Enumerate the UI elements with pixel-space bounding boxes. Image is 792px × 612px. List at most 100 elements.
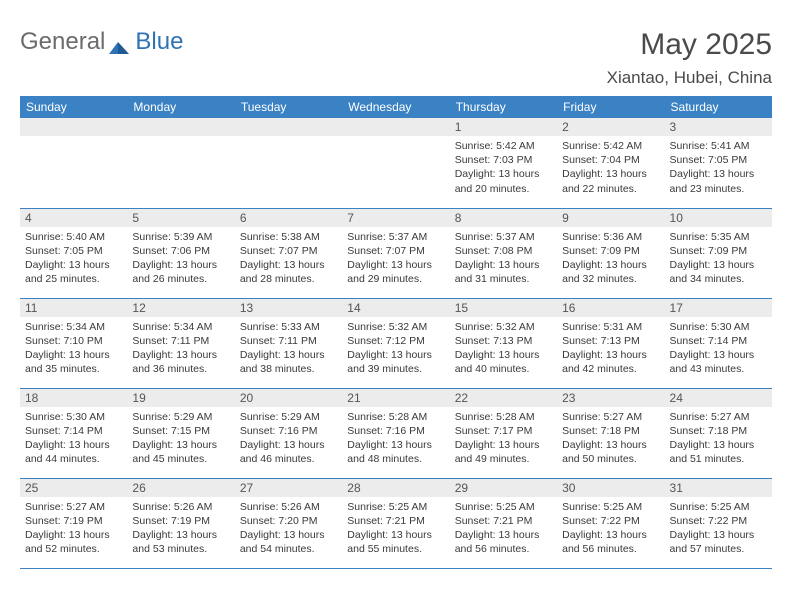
weekday-header: Sunday — [20, 96, 127, 118]
day-content: Sunrise: 5:30 AMSunset: 7:14 PMDaylight:… — [20, 407, 127, 471]
day-content: Sunrise: 5:42 AMSunset: 7:04 PMDaylight:… — [557, 136, 664, 200]
calendar-cell: 13Sunrise: 5:33 AMSunset: 7:11 PMDayligh… — [235, 298, 342, 388]
day-number: 14 — [342, 299, 449, 317]
calendar-cell: 12Sunrise: 5:34 AMSunset: 7:11 PMDayligh… — [127, 298, 234, 388]
weekday-header: Friday — [557, 96, 664, 118]
day-content: Sunrise: 5:29 AMSunset: 7:15 PMDaylight:… — [127, 407, 234, 471]
calendar-cell: 18Sunrise: 5:30 AMSunset: 7:14 PMDayligh… — [20, 388, 127, 478]
day-content: Sunrise: 5:40 AMSunset: 7:05 PMDaylight:… — [20, 227, 127, 291]
day-number: 13 — [235, 299, 342, 317]
day-content: Sunrise: 5:27 AMSunset: 7:18 PMDaylight:… — [557, 407, 664, 471]
calendar-row: 4Sunrise: 5:40 AMSunset: 7:05 PMDaylight… — [20, 208, 772, 298]
day-number: 30 — [557, 479, 664, 497]
day-number: 7 — [342, 209, 449, 227]
logo: General Blue — [20, 28, 183, 56]
day-content: Sunrise: 5:34 AMSunset: 7:10 PMDaylight:… — [20, 317, 127, 381]
logo-mark-icon — [109, 33, 131, 49]
calendar-cell: 20Sunrise: 5:29 AMSunset: 7:16 PMDayligh… — [235, 388, 342, 478]
calendar-cell: 19Sunrise: 5:29 AMSunset: 7:15 PMDayligh… — [127, 388, 234, 478]
calendar-cell: 5Sunrise: 5:39 AMSunset: 7:06 PMDaylight… — [127, 208, 234, 298]
day-number: 8 — [450, 209, 557, 227]
calendar-cell: 9Sunrise: 5:36 AMSunset: 7:09 PMDaylight… — [557, 208, 664, 298]
day-content: Sunrise: 5:27 AMSunset: 7:18 PMDaylight:… — [665, 407, 772, 471]
day-content: Sunrise: 5:25 AMSunset: 7:22 PMDaylight:… — [665, 497, 772, 561]
day-content: Sunrise: 5:36 AMSunset: 7:09 PMDaylight:… — [557, 227, 664, 291]
day-content: Sunrise: 5:34 AMSunset: 7:11 PMDaylight:… — [127, 317, 234, 381]
location-text: Xiantao, Hubei, China — [607, 68, 772, 88]
calendar-cell: 15Sunrise: 5:32 AMSunset: 7:13 PMDayligh… — [450, 298, 557, 388]
calendar-cell: 1Sunrise: 5:42 AMSunset: 7:03 PMDaylight… — [450, 118, 557, 208]
day-content: Sunrise: 5:28 AMSunset: 7:17 PMDaylight:… — [450, 407, 557, 471]
calendar-cell: 25Sunrise: 5:27 AMSunset: 7:19 PMDayligh… — [20, 478, 127, 568]
calendar-cell: 17Sunrise: 5:30 AMSunset: 7:14 PMDayligh… — [665, 298, 772, 388]
calendar-cell: 10Sunrise: 5:35 AMSunset: 7:09 PMDayligh… — [665, 208, 772, 298]
day-content — [235, 136, 342, 143]
day-number: 26 — [127, 479, 234, 497]
day-number: 18 — [20, 389, 127, 407]
day-content — [342, 136, 449, 143]
day-number: 9 — [557, 209, 664, 227]
day-content: Sunrise: 5:27 AMSunset: 7:19 PMDaylight:… — [20, 497, 127, 561]
day-number: 15 — [450, 299, 557, 317]
day-number: 29 — [450, 479, 557, 497]
day-number: 10 — [665, 209, 772, 227]
day-number: 27 — [235, 479, 342, 497]
day-content — [20, 136, 127, 143]
calendar-table: SundayMondayTuesdayWednesdayThursdayFrid… — [20, 96, 772, 569]
day-number: 6 — [235, 209, 342, 227]
calendar-cell: 21Sunrise: 5:28 AMSunset: 7:16 PMDayligh… — [342, 388, 449, 478]
calendar-body: 1Sunrise: 5:42 AMSunset: 7:03 PMDaylight… — [20, 118, 772, 568]
calendar-cell — [127, 118, 234, 208]
day-content: Sunrise: 5:25 AMSunset: 7:22 PMDaylight:… — [557, 497, 664, 561]
day-number: 2 — [557, 118, 664, 136]
calendar-cell: 8Sunrise: 5:37 AMSunset: 7:08 PMDaylight… — [450, 208, 557, 298]
day-number: 25 — [20, 479, 127, 497]
day-number: 3 — [665, 118, 772, 136]
day-number: 4 — [20, 209, 127, 227]
calendar-cell: 29Sunrise: 5:25 AMSunset: 7:21 PMDayligh… — [450, 478, 557, 568]
calendar-row: 1Sunrise: 5:42 AMSunset: 7:03 PMDaylight… — [20, 118, 772, 208]
day-number: 19 — [127, 389, 234, 407]
day-number — [127, 118, 234, 136]
calendar-cell: 30Sunrise: 5:25 AMSunset: 7:22 PMDayligh… — [557, 478, 664, 568]
calendar-cell — [235, 118, 342, 208]
calendar-row: 18Sunrise: 5:30 AMSunset: 7:14 PMDayligh… — [20, 388, 772, 478]
day-content: Sunrise: 5:37 AMSunset: 7:07 PMDaylight:… — [342, 227, 449, 291]
calendar-cell — [342, 118, 449, 208]
day-content: Sunrise: 5:25 AMSunset: 7:21 PMDaylight:… — [450, 497, 557, 561]
day-number: 22 — [450, 389, 557, 407]
weekday-header: Monday — [127, 96, 234, 118]
day-number: 21 — [342, 389, 449, 407]
day-content: Sunrise: 5:38 AMSunset: 7:07 PMDaylight:… — [235, 227, 342, 291]
day-content — [127, 136, 234, 143]
day-number — [235, 118, 342, 136]
day-content: Sunrise: 5:42 AMSunset: 7:03 PMDaylight:… — [450, 136, 557, 200]
day-content: Sunrise: 5:28 AMSunset: 7:16 PMDaylight:… — [342, 407, 449, 471]
calendar-cell: 23Sunrise: 5:27 AMSunset: 7:18 PMDayligh… — [557, 388, 664, 478]
calendar-row: 11Sunrise: 5:34 AMSunset: 7:10 PMDayligh… — [20, 298, 772, 388]
day-number: 12 — [127, 299, 234, 317]
calendar-cell: 24Sunrise: 5:27 AMSunset: 7:18 PMDayligh… — [665, 388, 772, 478]
day-content: Sunrise: 5:32 AMSunset: 7:12 PMDaylight:… — [342, 317, 449, 381]
day-content: Sunrise: 5:37 AMSunset: 7:08 PMDaylight:… — [450, 227, 557, 291]
day-number: 1 — [450, 118, 557, 136]
day-content: Sunrise: 5:33 AMSunset: 7:11 PMDaylight:… — [235, 317, 342, 381]
calendar-cell: 2Sunrise: 5:42 AMSunset: 7:04 PMDaylight… — [557, 118, 664, 208]
day-number: 23 — [557, 389, 664, 407]
day-content: Sunrise: 5:30 AMSunset: 7:14 PMDaylight:… — [665, 317, 772, 381]
day-number: 16 — [557, 299, 664, 317]
weekday-header: Thursday — [450, 96, 557, 118]
day-number: 11 — [20, 299, 127, 317]
calendar-cell: 7Sunrise: 5:37 AMSunset: 7:07 PMDaylight… — [342, 208, 449, 298]
title-block: May 2025 Xiantao, Hubei, China — [607, 28, 772, 88]
logo-text-blue: Blue — [135, 28, 183, 56]
day-content: Sunrise: 5:35 AMSunset: 7:09 PMDaylight:… — [665, 227, 772, 291]
day-number — [342, 118, 449, 136]
day-content: Sunrise: 5:26 AMSunset: 7:19 PMDaylight:… — [127, 497, 234, 561]
day-content: Sunrise: 5:39 AMSunset: 7:06 PMDaylight:… — [127, 227, 234, 291]
weekday-header-row: SundayMondayTuesdayWednesdayThursdayFrid… — [20, 96, 772, 118]
day-content: Sunrise: 5:32 AMSunset: 7:13 PMDaylight:… — [450, 317, 557, 381]
calendar-row: 25Sunrise: 5:27 AMSunset: 7:19 PMDayligh… — [20, 478, 772, 568]
day-content: Sunrise: 5:41 AMSunset: 7:05 PMDaylight:… — [665, 136, 772, 200]
day-number: 24 — [665, 389, 772, 407]
